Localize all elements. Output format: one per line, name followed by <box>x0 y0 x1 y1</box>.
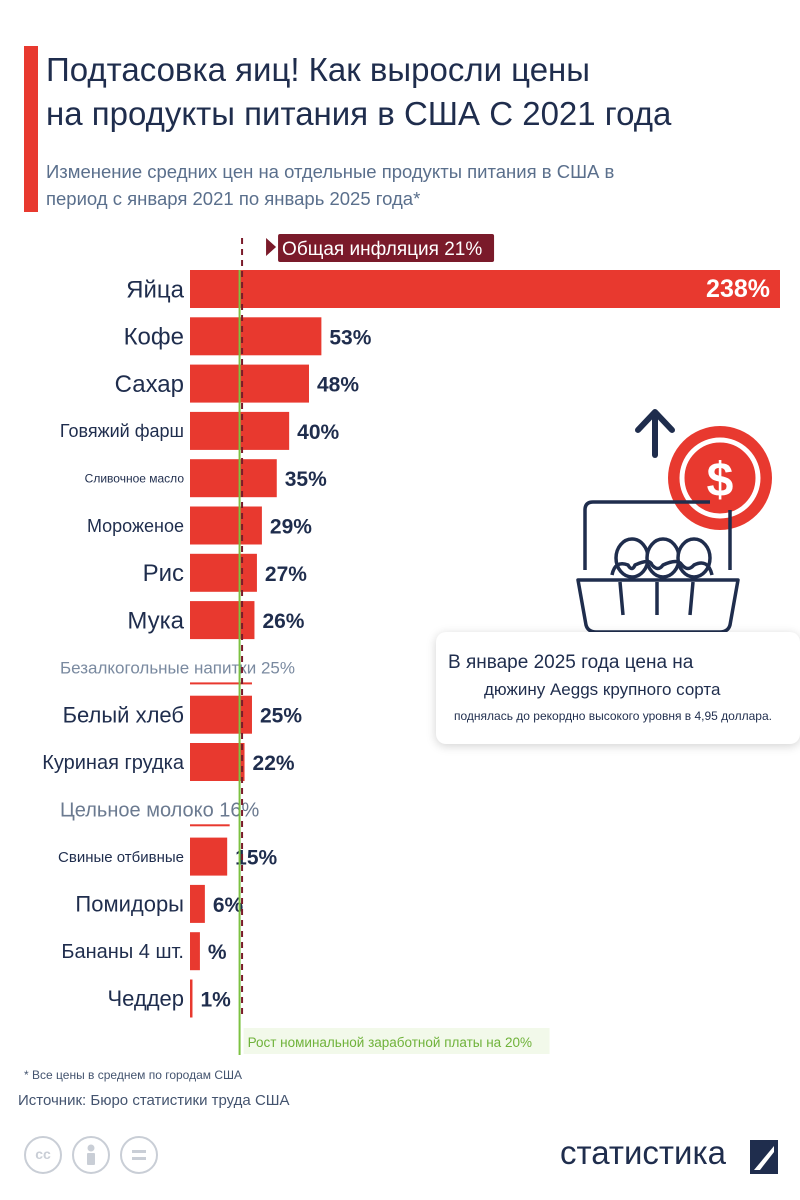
brand-logo-text[interactable]: статистика <box>560 1134 726 1171</box>
category-label-13: Помидоры <box>75 892 184 917</box>
callout-line-2: дюжину Aeggs крупного сорта <box>484 680 721 699</box>
value-label-7: 26% <box>262 610 304 633</box>
title-accent-bar <box>24 46 38 212</box>
category-label-8: Безалкогольные напитки 25% <box>60 658 295 677</box>
dollar-coin-icon: $ <box>668 426 772 530</box>
bar-14 <box>190 932 200 971</box>
illustration: $ <box>576 409 772 634</box>
category-label-2: Сахар <box>115 371 184 398</box>
footnote: * Все цены в среднем по городам США <box>24 1068 242 1082</box>
value-label-15: 1% <box>200 989 231 1012</box>
bar-12 <box>190 837 228 876</box>
no-derivatives-icon[interactable] <box>120 1136 158 1174</box>
bar-2 <box>190 364 309 403</box>
asterisk-icon: * <box>24 1068 33 1082</box>
chart-subtitle: Изменение средних цен на отдельные проду… <box>46 158 786 212</box>
value-label-4: 35% <box>285 468 327 491</box>
source-note: Источник: Бюро статистики труда США <box>18 1092 290 1109</box>
egg-carton-icon <box>576 500 740 634</box>
bar-7 <box>190 601 255 640</box>
category-label-3: Говяжий фарш <box>60 421 184 441</box>
bar-15 <box>190 979 193 1018</box>
attribution-icon[interactable] <box>72 1136 110 1174</box>
subtitle-line-1: Изменение средних цен на отдельные проду… <box>46 161 615 182</box>
value-label-9: 25% <box>260 705 302 728</box>
info-callout: В январе 2025 года цена на дюжину Aeggs … <box>436 632 800 744</box>
bar-5 <box>190 506 262 545</box>
bar-13 <box>190 884 205 923</box>
category-label-5: Мороженое <box>87 516 184 536</box>
category-label-7: Мука <box>127 608 184 635</box>
cc-license-icon[interactable]: cc <box>24 1136 62 1174</box>
arrow-up-icon <box>635 409 675 458</box>
category-label-14: Бананы 4 шт. <box>61 941 184 963</box>
value-label-10: 22% <box>253 752 295 775</box>
wage-label-bg <box>243 1028 550 1054</box>
bar-11 <box>190 824 230 827</box>
value-label-2: 48% <box>317 374 359 397</box>
callout-line-3: поднялась до рекордно высокого уровня в … <box>454 709 772 723</box>
footnote-text: Все цены в среднем по городам США <box>32 1068 243 1082</box>
bar-4 <box>190 459 277 498</box>
value-label-12: 15% <box>235 847 277 870</box>
title-line-1: Подтасовка яиц! Как выросли цены <box>46 51 591 88</box>
category-label-4: Сливочное масло <box>85 471 185 485</box>
bar-1 <box>190 317 322 356</box>
callout-line-1: В январе 2025 года цена на <box>448 652 694 673</box>
chart-title: Подтасовка яиц! Как выросли цены на прод… <box>46 48 786 136</box>
category-label-6: Рис <box>143 560 184 587</box>
category-label-11: Цельное молоко 16% <box>60 799 260 821</box>
value-label-6: 27% <box>265 563 307 586</box>
category-label-15: Чеддер <box>107 986 184 1011</box>
brand-logo-mark <box>750 1140 778 1174</box>
subtitle-line-2: период с января 2021 по январь 2025 года… <box>46 188 421 209</box>
category-label-1: Кофе <box>124 324 184 351</box>
inflation-marker-icon <box>266 238 277 256</box>
bar-0 <box>190 270 780 308</box>
category-label-10: Куриная грудка <box>42 752 185 774</box>
inflation-label: Общая инфляция 21% <box>282 239 482 260</box>
value-label-3: 40% <box>297 421 339 444</box>
value-label-0: 238% <box>706 275 770 303</box>
value-label-13: 6% <box>213 894 244 917</box>
inflation-label-bg <box>278 234 495 262</box>
bar-8 <box>190 682 252 685</box>
bar-10 <box>190 743 245 781</box>
value-label-1: 53% <box>329 326 371 349</box>
svg-text:$: $ <box>707 454 734 507</box>
value-label-14: % <box>208 941 227 964</box>
category-label-12: Свиные отбивные <box>58 849 184 866</box>
category-label-9: Белый хлеб <box>63 702 184 727</box>
title-line-2: на продукты питания в США С 2021 года <box>46 95 672 132</box>
bar-chart: Яйца 238% Кофе 53% Сахар 48% Говяжий фарш 40% Сл… <box>42 234 780 1055</box>
category-label-0: Яйца <box>126 276 184 303</box>
value-label-5: 29% <box>270 516 312 539</box>
bar-6 <box>190 553 257 592</box>
wage-label: Рост номинальной заработной платы на 20% <box>248 1035 532 1050</box>
